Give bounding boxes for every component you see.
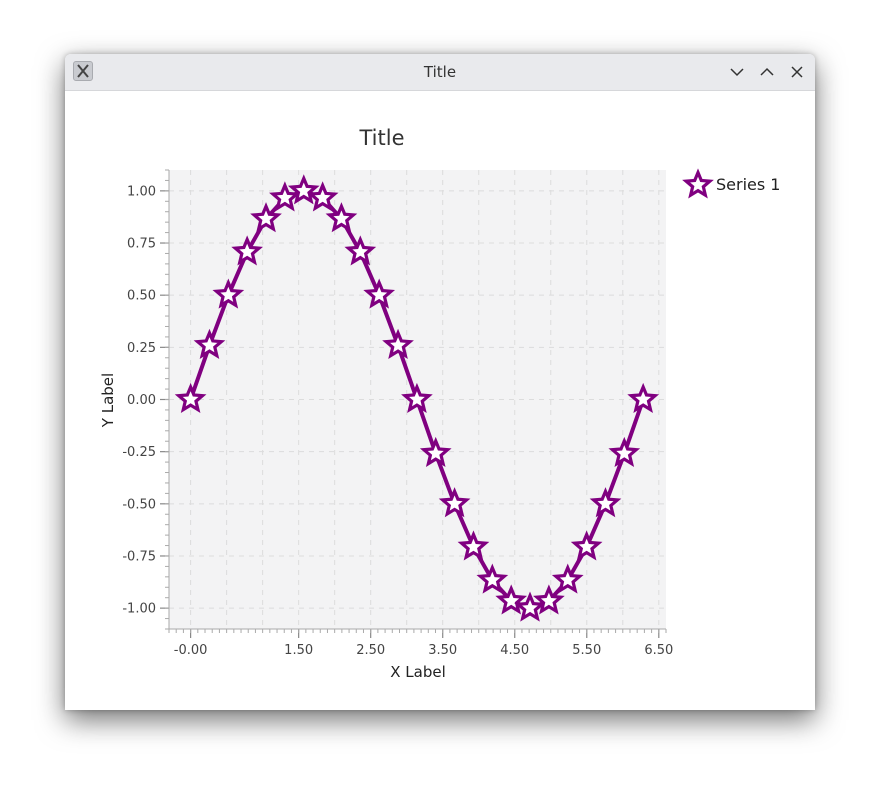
data-point-star [306,181,339,212]
data-point-star [287,174,320,205]
data-point-star [533,584,565,615]
data-point-star [438,487,471,518]
line-chart: Title 1.00 0.75 0.50 0.25 0.00 -0.25 -0.50 -0.7… [99,126,780,681]
title-bar[interactable]: Title [65,54,815,91]
maximize-button[interactable] [757,62,777,82]
data-point-star [589,487,622,518]
close-icon [791,66,803,78]
data-point-star [514,591,546,622]
y-axis-label: Y Label [99,373,117,428]
data-point-star [174,382,207,413]
data-point-star [476,563,509,594]
axes: 1.00 0.75 0.50 0.25 0.00 -0.25 -0.50 -0.75 -1.00… [122,169,673,658]
app-icon [73,61,93,81]
x-tick-label: 1.50 [284,643,313,658]
x-tick-label: 4.50 [500,643,529,658]
x-tick-label: 5.50 [572,643,601,658]
app-window: Title Title 1.00 0.75 0.50 0.25 0.00 -0.25 -0.… [65,54,815,710]
y-tick-label: -0.75 [122,549,156,564]
series-layer [174,174,660,622]
data-point-star [627,382,660,413]
close-button[interactable] [787,62,807,82]
data-point-star [551,563,584,594]
x-axis-label: X Label [390,663,446,681]
window-title: Title [423,63,457,81]
y-tick-label: -0.25 [122,445,156,460]
data-point-star [608,436,641,468]
y-tick-label: -0.50 [122,497,156,512]
data-point-star [401,382,433,413]
y-tick-label: -1.00 [122,602,156,617]
data-point-star [193,328,226,359]
data-point-star [363,278,396,309]
data-point-star [269,181,301,212]
y-tick-label: 0.25 [127,341,156,356]
x-tick-label: -0.00 [174,643,208,658]
legend-marker-star [682,168,714,199]
data-point-star [419,436,452,468]
x-tick-label: 6.50 [644,643,673,658]
y-tick-label: 0.75 [127,237,156,252]
data-point-star [457,530,490,561]
chart-area: Title 1.00 0.75 0.50 0.25 0.00 -0.25 -0.50 -0.7… [65,90,815,710]
data-point-star [231,235,264,266]
y-tick-label: 1.00 [127,184,156,199]
minimize-button[interactable] [727,62,747,82]
legend: Series 1 [682,168,780,199]
chevron-down-icon [730,68,744,77]
data-point-star [250,202,282,233]
chart-title: Title [358,126,404,150]
data-point-star [382,328,414,359]
y-tick-label: 0.50 [127,289,156,304]
legend-star-icon [682,168,714,199]
y-tick-label: 0.00 [127,393,156,408]
data-point-star [325,202,358,233]
data-point-star [570,530,603,561]
legend-label: Series 1 [716,175,780,194]
x-tick-label: 2.50 [356,643,385,658]
chevron-up-icon [760,67,774,76]
data-point-star [212,278,245,309]
x-tick-label: 3.50 [428,643,457,658]
data-point-star [344,235,377,266]
